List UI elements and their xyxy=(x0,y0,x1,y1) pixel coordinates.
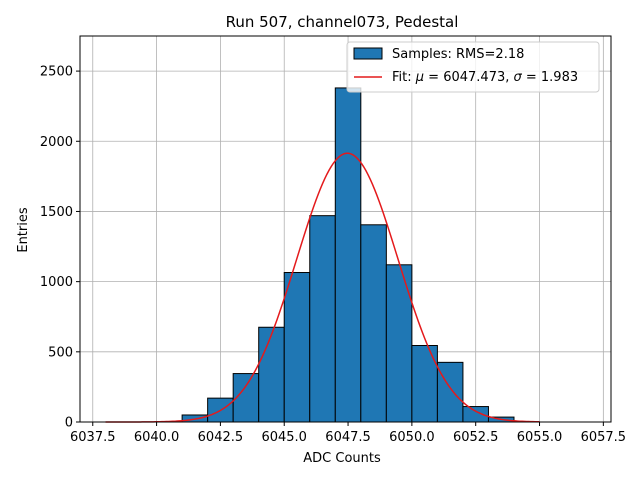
y-tick-label: 1500 xyxy=(40,205,73,220)
chart-title: Run 507, channel073, Pedestal xyxy=(226,13,459,31)
histogram-bar xyxy=(283,272,311,423)
y-tick-label: 2000 xyxy=(40,135,73,150)
histogram-bar xyxy=(309,215,336,423)
x-axis-ticks: 6037.5 6040.0 6042.5 6045.0 6047.5 6050.0 6052… xyxy=(70,422,626,445)
legend-label-fit: Fit: μ = 6047.473, σ = 1.983 xyxy=(392,70,578,85)
x-tick-label: 6042.5 xyxy=(198,430,244,445)
legend-box xyxy=(346,41,600,93)
histogram-bar xyxy=(334,87,362,423)
histogram-bar xyxy=(411,345,438,423)
y-tick-label: 1000 xyxy=(40,275,73,290)
histogram-bar xyxy=(462,406,489,423)
y-tick-label: 0 xyxy=(65,416,73,431)
x-tick-label: 6040.0 xyxy=(134,430,180,445)
histogram-bar xyxy=(385,264,413,423)
y-tick-label: 2500 xyxy=(40,65,73,80)
histogram-bar xyxy=(436,361,464,423)
histogram-bar xyxy=(360,224,387,423)
histogram-bar xyxy=(258,326,285,423)
gaussian-fit-curve xyxy=(105,152,540,423)
histogram-bars xyxy=(181,87,515,423)
legend: Samples: RMS=2.18 Fit: μ = 6047.473, σ =… xyxy=(346,41,600,93)
y-axis-ticks: 0 500 1000 1500 2000 2500 xyxy=(40,65,80,431)
x-tick-label: 6050.0 xyxy=(389,430,435,445)
legend-swatch-samples xyxy=(353,47,383,60)
x-tick-label: 6047.5 xyxy=(325,430,371,445)
y-tick-label: 500 xyxy=(48,345,73,360)
x-tick-label: 6045.0 xyxy=(261,430,307,445)
x-tick-label: 6052.5 xyxy=(453,430,499,445)
x-tick-label: 6037.5 xyxy=(70,430,116,445)
x-tick-label: 6055.0 xyxy=(517,430,563,445)
x-tick-label: 6057.5 xyxy=(581,430,627,445)
y-axis-label: Entries xyxy=(16,207,31,253)
plot-frame xyxy=(79,35,612,423)
x-axis-label: ADC Counts xyxy=(303,451,381,466)
legend-label-samples: Samples: RMS=2.18 xyxy=(392,47,524,62)
